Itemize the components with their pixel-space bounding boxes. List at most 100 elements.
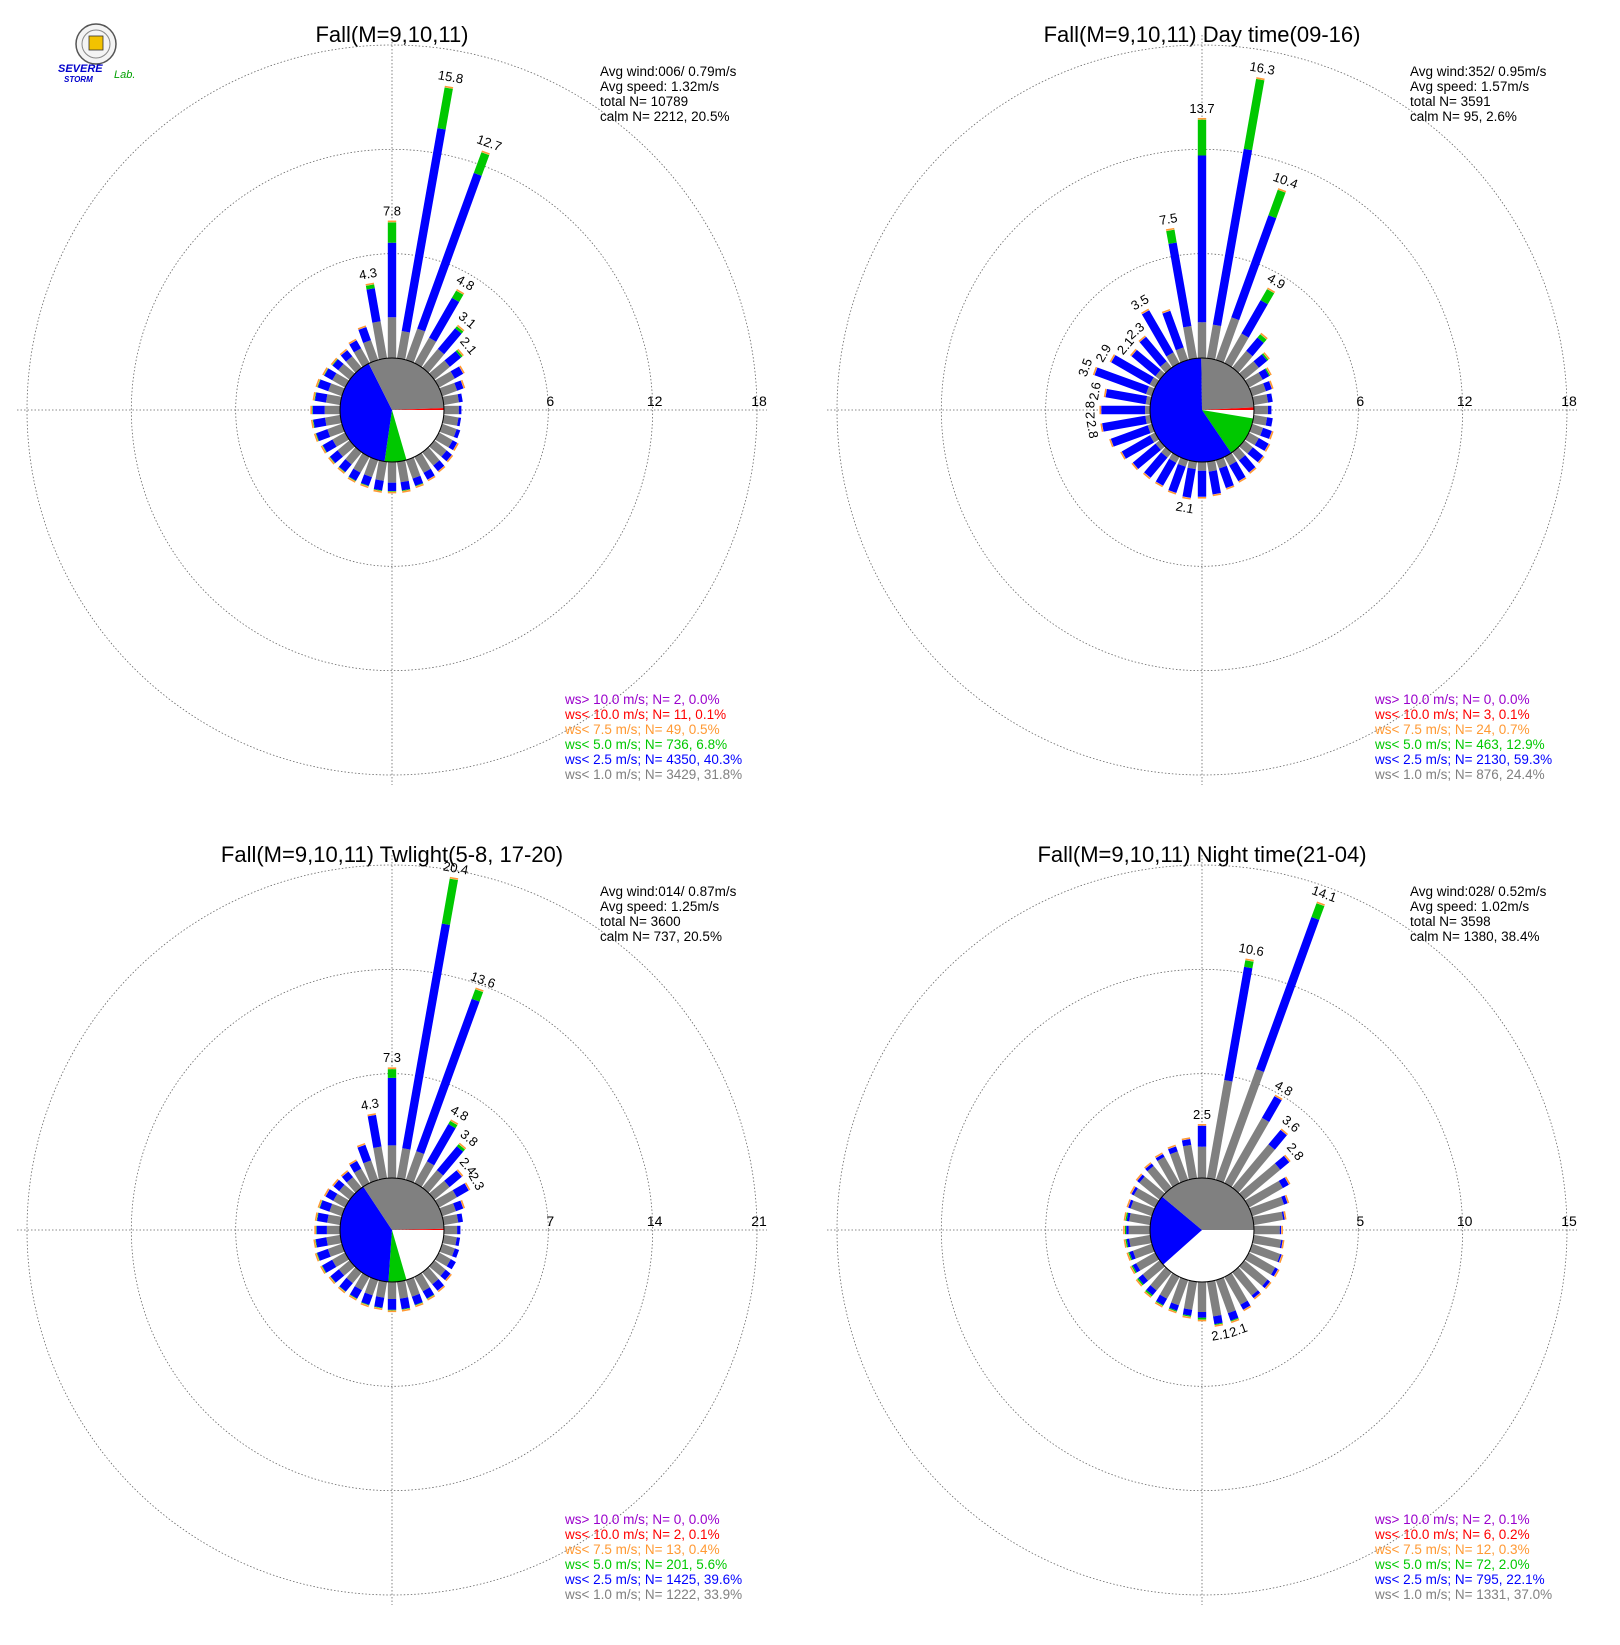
petal-180-segment-3 <box>388 491 396 492</box>
legend-entry-1: ws> 10.0 m/s; N= 2, 0.1% <box>1374 1512 1530 1527</box>
petal-260-segment-1 <box>1129 1235 1151 1247</box>
legend-entry-2: ws< 10.0 m/s; N= 6, 0.2% <box>1374 1527 1530 1542</box>
petal-10-segment-2 <box>1224 967 1252 1082</box>
petal-0-segment-1 <box>1198 1147 1206 1178</box>
petal-label-190: 2.1 <box>1175 499 1195 517</box>
legend-entry-2: ws< 10.0 m/s; N= 3, 0.1% <box>1374 707 1530 722</box>
petal-label-350: 4.3 <box>360 1095 380 1113</box>
legend-entry-5: ws< 2.5 m/s; N= 795, 22.1% <box>1374 1572 1545 1587</box>
ring-label-1: 7 <box>546 1213 554 1229</box>
legend-entry-1: ws> 10.0 m/s; N= 0, 0.0% <box>1374 692 1530 707</box>
stat-line-4: calm N= 2212, 20.5% <box>600 109 729 124</box>
petal-180-segment-2 <box>388 1299 396 1310</box>
petal-10-segment-3 <box>442 879 458 925</box>
petal-label-160: 2.1 <box>1227 1320 1249 1340</box>
petal-180-segment-2 <box>1198 1312 1206 1318</box>
petal-10-segment-3 <box>1244 79 1265 150</box>
legend-entry-2: ws< 10.0 m/s; N= 11, 0.1% <box>564 707 726 722</box>
stat-line-2: Avg speed: 1.32m/s <box>600 79 719 94</box>
petal-label-10: 10.6 <box>1238 940 1266 959</box>
legend-entry-3: ws< 7.5 m/s; N= 12, 0.3% <box>1374 1542 1530 1557</box>
petal-80-segment-1 <box>443 1214 459 1225</box>
logo-text-lab: Lab. <box>114 69 135 81</box>
petal-label-20: 14.1 <box>1310 882 1339 905</box>
petal-190-segment-1 <box>376 1281 387 1298</box>
legend-entry-6: ws< 1.0 m/s; N= 1331, 37.0% <box>1374 1587 1552 1602</box>
petal-30-segment-2 <box>1262 1096 1282 1122</box>
petal-270-segment-1 <box>1129 1226 1150 1234</box>
petal-20-segment-3 <box>1268 190 1285 218</box>
petal-label-10: 16.3 <box>1249 59 1277 78</box>
petal-170-segment-2 <box>401 481 411 491</box>
petal-10-segment-3 <box>437 88 453 130</box>
petal-280-segment-2 <box>315 392 328 402</box>
petal-280-segment-2 <box>317 1213 329 1223</box>
calm-pie-slice-4 <box>1201 358 1254 410</box>
petal-label-50: 2.1 <box>457 334 480 357</box>
stat-line-3: total N= 3598 <box>1410 914 1491 929</box>
petal-label-280: 2.6 <box>1086 381 1104 401</box>
petal-label-10: 20.4 <box>442 858 470 877</box>
petal-190-segment-1 <box>376 461 388 481</box>
legend-entry-6: ws< 1.0 m/s; N= 876, 24.4% <box>1374 767 1545 782</box>
stat-line-2: Avg speed: 1.02m/s <box>1410 899 1529 914</box>
petal-0-segment-1 <box>388 317 396 358</box>
petal-270-segment-1 <box>325 406 340 414</box>
stat-line-4: calm N= 1380, 38.4% <box>1410 929 1539 944</box>
stat-line-1: Avg wind:006/ 0.79m/s <box>600 64 737 79</box>
petal-label-260: 2.8 <box>1084 419 1102 439</box>
petal-90-segment-2 <box>457 1226 460 1234</box>
legend-entry-1: ws> 10.0 m/s; N= 2, 0.0% <box>564 692 720 707</box>
petal-190-segment-2 <box>374 1296 384 1308</box>
petal-0-segment-2 <box>388 243 396 318</box>
ring-label-3: 18 <box>751 393 767 409</box>
stat-line-3: total N= 3591 <box>1410 94 1491 109</box>
petal-90-segment-2 <box>1280 1226 1281 1234</box>
petal-280-segment-1 <box>327 1215 341 1226</box>
petal-170-segment-1 <box>397 1281 408 1299</box>
petal-90-segment-1 <box>444 1226 457 1234</box>
petal-270-segment-3 <box>1125 1226 1126 1234</box>
petal-170-segment-1 <box>1207 461 1217 472</box>
legend-entry-6: ws< 1.0 m/s; N= 1222, 33.9% <box>564 1587 742 1602</box>
petal-180-segment-1 <box>1198 462 1206 471</box>
petal-170-segment-2 <box>1213 1315 1223 1324</box>
legend-entry-5: ws< 2.5 m/s; N= 2130, 59.3% <box>1374 752 1552 767</box>
ring-label-1: 5 <box>1356 1213 1364 1229</box>
petal-80-segment-1 <box>1253 394 1269 405</box>
petal-90-segment-1 <box>1254 406 1268 414</box>
petal-190-segment-2 <box>1183 468 1196 498</box>
stat-line-4: calm N= 95, 2.6% <box>1410 109 1517 124</box>
petal-20-segment-2 <box>1256 917 1319 1072</box>
petal-170-tip <box>402 1309 410 1310</box>
petal-label-270: 2.8 <box>1082 401 1097 419</box>
petal-20-segment-2 <box>1231 215 1276 320</box>
stat-line-1: Avg wind:028/ 0.52m/s <box>1410 884 1547 899</box>
petal-270-segment-2 <box>317 1226 327 1234</box>
petal-280-tip <box>313 392 314 400</box>
logo-text-storm: STORM <box>64 75 93 84</box>
ring-label-3: 15 <box>1561 1213 1577 1229</box>
petal-350-segment-3 <box>1166 230 1177 244</box>
legend-entry-3: ws< 7.5 m/s; N= 49, 0.5% <box>564 722 720 737</box>
petal-190-tip <box>1182 497 1190 498</box>
petal-label-20: 10.4 <box>1271 169 1300 192</box>
petal-label-50: 2.8 <box>1284 1140 1307 1163</box>
petal-170-segment-2 <box>400 1297 410 1309</box>
legend-entry-4: ws< 5.0 m/s; N= 463, 12.9% <box>1374 737 1545 752</box>
petal-10-segment-3 <box>1244 960 1254 968</box>
petal-0-segment-3 <box>388 1069 396 1078</box>
petal-270-segment-1 <box>1145 406 1150 414</box>
petal-20-segment-3 <box>1311 903 1324 920</box>
petal-180-segment-2 <box>388 483 396 491</box>
legend-entry-1: ws> 10.0 m/s; N= 0, 0.0% <box>564 1512 720 1527</box>
petal-10-segment-2 <box>402 128 446 332</box>
petal-label-0: 2.5 <box>1193 1107 1211 1122</box>
petal-350-segment-2 <box>367 288 381 323</box>
petal-270-segment-2 <box>1126 1226 1129 1234</box>
petal-0-segment-2 <box>1198 156 1206 323</box>
petal-label-350: 4.3 <box>358 265 378 283</box>
